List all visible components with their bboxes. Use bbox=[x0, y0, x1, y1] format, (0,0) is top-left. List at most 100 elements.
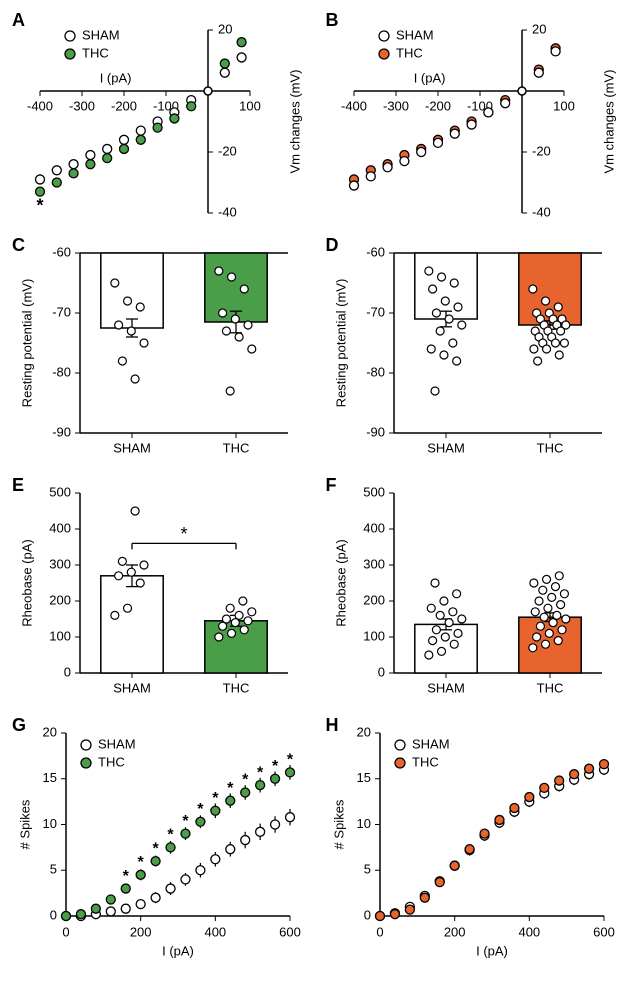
svg-text:THC: THC bbox=[412, 754, 439, 769]
svg-text:THC: THC bbox=[536, 440, 563, 455]
svg-text:0: 0 bbox=[64, 664, 71, 679]
svg-text:5: 5 bbox=[363, 862, 370, 877]
svg-text:-90: -90 bbox=[366, 424, 385, 439]
panel-label-A: A bbox=[12, 10, 25, 31]
svg-text:Rheobase (pA): Rheobase (pA) bbox=[333, 539, 348, 626]
svg-text:0: 0 bbox=[363, 907, 370, 922]
panel-B: B -400-300-200-100100-40-2020I (pA)Vm ch… bbox=[324, 10, 617, 225]
svg-text:-300: -300 bbox=[69, 98, 95, 113]
panel-label-H: H bbox=[326, 715, 339, 736]
svg-text:*: * bbox=[152, 840, 159, 857]
svg-text:200: 200 bbox=[363, 592, 385, 607]
svg-text:20: 20 bbox=[218, 21, 232, 36]
svg-text:SHAM: SHAM bbox=[396, 27, 434, 42]
svg-text:100: 100 bbox=[239, 98, 261, 113]
svg-text:200: 200 bbox=[130, 924, 152, 939]
svg-text:400: 400 bbox=[49, 520, 71, 535]
svg-text:200: 200 bbox=[49, 592, 71, 607]
svg-text:100: 100 bbox=[553, 98, 575, 113]
svg-text:Resting potential (mV): Resting potential (mV) bbox=[19, 279, 34, 408]
svg-text:*: * bbox=[182, 813, 189, 830]
svg-text:SHAM: SHAM bbox=[113, 440, 151, 455]
svg-text:SHAM: SHAM bbox=[427, 440, 465, 455]
panel-F: F 0100200300400500Rheobase (pA)SHAMTHC bbox=[324, 475, 617, 705]
svg-text:I (pA): I (pA) bbox=[100, 70, 132, 85]
panel-D: D -90-80-70-60Resting potential (mV)SHAM… bbox=[324, 235, 617, 465]
svg-text:*: * bbox=[287, 752, 294, 769]
svg-text:SHAM: SHAM bbox=[113, 680, 151, 695]
svg-text:THC: THC bbox=[396, 45, 423, 60]
svg-text:15: 15 bbox=[356, 770, 370, 785]
panel-G: G 0 200 400 600 0 5 10 15 20 I (pA) # Spikes SHAM TH… bbox=[10, 715, 314, 960]
svg-text:I (pA): I (pA) bbox=[413, 70, 445, 85]
svg-text:*: * bbox=[138, 854, 145, 871]
svg-text:*: * bbox=[212, 790, 219, 807]
svg-text:# Spikes: # Spikes bbox=[331, 799, 346, 849]
svg-text:600: 600 bbox=[593, 924, 615, 939]
svg-text:THC: THC bbox=[98, 754, 125, 769]
svg-text:-400: -400 bbox=[27, 98, 53, 113]
panel-label-C: C bbox=[12, 235, 25, 256]
svg-text:-70: -70 bbox=[52, 304, 71, 319]
svg-text:-200: -200 bbox=[424, 98, 450, 113]
svg-text:500: 500 bbox=[363, 484, 385, 499]
svg-text:-70: -70 bbox=[366, 304, 385, 319]
svg-text:400: 400 bbox=[363, 520, 385, 535]
svg-text:I (pA): I (pA) bbox=[476, 943, 508, 958]
panel-label-G: G bbox=[12, 715, 26, 736]
svg-text:SHAM: SHAM bbox=[427, 680, 465, 695]
svg-text:15: 15 bbox=[43, 770, 57, 785]
svg-text:500: 500 bbox=[49, 484, 71, 499]
svg-text:-80: -80 bbox=[366, 364, 385, 379]
svg-text:THC: THC bbox=[536, 680, 563, 695]
svg-text:0: 0 bbox=[62, 924, 69, 939]
panel-A: A -400-300-200-100100-40-2020I (pA)Vm ch… bbox=[10, 10, 314, 225]
svg-text:400: 400 bbox=[518, 924, 540, 939]
svg-text:SHAM: SHAM bbox=[412, 736, 450, 751]
svg-text:*: * bbox=[167, 827, 174, 844]
svg-text:THC: THC bbox=[82, 45, 109, 60]
svg-text:400: 400 bbox=[204, 924, 226, 939]
svg-text:100: 100 bbox=[363, 628, 385, 643]
svg-text:600: 600 bbox=[279, 924, 301, 939]
svg-text:300: 300 bbox=[49, 556, 71, 571]
svg-text:5: 5 bbox=[50, 862, 57, 877]
svg-text:-20: -20 bbox=[218, 143, 237, 158]
svg-text:20: 20 bbox=[356, 724, 370, 739]
svg-text:THC: THC bbox=[223, 680, 250, 695]
svg-text:*: * bbox=[272, 758, 279, 775]
svg-text:Resting potential (mV): Resting potential (mV) bbox=[333, 279, 348, 408]
svg-text:-40: -40 bbox=[532, 204, 551, 219]
svg-text:*: * bbox=[227, 780, 234, 797]
svg-text:SHAM: SHAM bbox=[82, 27, 120, 42]
svg-text:Vm changes (mV): Vm changes (mV) bbox=[601, 69, 616, 173]
svg-text:Rheobase (pA): Rheobase (pA) bbox=[19, 539, 34, 626]
svg-text:*: * bbox=[242, 772, 249, 789]
svg-text:-300: -300 bbox=[382, 98, 408, 113]
svg-text:-400: -400 bbox=[340, 98, 366, 113]
panel-C: C -90-80-70-60Resting potential (mV)SHAM… bbox=[10, 235, 314, 465]
panel-H: H 0 200 400 600 0 5 10 15 20 I (pA) # Spikes SHAM TH… bbox=[324, 715, 617, 960]
svg-text:I (pA): I (pA) bbox=[162, 943, 194, 958]
svg-text:SHAM: SHAM bbox=[98, 736, 136, 751]
svg-text:-40: -40 bbox=[218, 204, 237, 219]
svg-text:0: 0 bbox=[50, 907, 57, 922]
svg-text:10: 10 bbox=[356, 816, 370, 831]
svg-text:-20: -20 bbox=[532, 143, 551, 158]
svg-text:10: 10 bbox=[43, 816, 57, 831]
panel-label-D: D bbox=[326, 235, 339, 256]
panel-label-E: E bbox=[12, 475, 24, 496]
svg-text:0: 0 bbox=[376, 924, 383, 939]
svg-text:# Spikes: # Spikes bbox=[17, 799, 32, 849]
svg-text:*: * bbox=[257, 764, 264, 781]
svg-text:*: * bbox=[197, 801, 204, 818]
svg-text:*: * bbox=[123, 868, 130, 885]
svg-text:300: 300 bbox=[363, 556, 385, 571]
svg-text:100: 100 bbox=[49, 628, 71, 643]
svg-text:200: 200 bbox=[443, 924, 465, 939]
svg-text:20: 20 bbox=[43, 724, 57, 739]
figure-grid: A -400-300-200-100100-40-2020I (pA)Vm ch… bbox=[10, 10, 617, 960]
svg-text:20: 20 bbox=[532, 21, 546, 36]
svg-text:-90: -90 bbox=[52, 424, 71, 439]
svg-text:*: * bbox=[180, 524, 187, 544]
